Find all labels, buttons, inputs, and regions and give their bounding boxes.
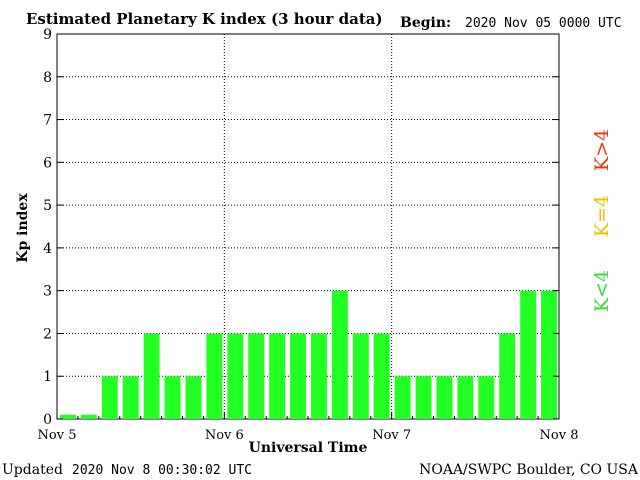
updated-value: 2020 Nov 8 00:30:02 UTC (72, 463, 252, 478)
chart-title: Estimated Planetary K index (3 hour data… (26, 10, 383, 28)
y-tick-label: 7 (43, 113, 52, 129)
kp-bar (290, 333, 306, 419)
plot-area (56, 33, 560, 420)
x-axis-label: Universal Time (249, 440, 368, 456)
grid-lines (57, 34, 559, 419)
y-axis-label: Kp index (15, 193, 31, 263)
kp-bar (122, 376, 139, 419)
kp-bar (80, 414, 97, 419)
kp-bar (60, 414, 76, 419)
kp-bar (478, 376, 495, 419)
kp-bar (352, 333, 369, 419)
begin-label: Begin: (400, 15, 451, 31)
y-tick-label: 0 (43, 412, 52, 428)
legend-k-equal-4: K=4 (591, 195, 613, 237)
x-tick-label: Nov 7 (372, 428, 411, 443)
kp-bar (373, 333, 390, 419)
y-tick-label: 6 (43, 155, 52, 171)
kp-bar (227, 333, 244, 419)
kp-bar (520, 290, 537, 419)
kp-bar (143, 333, 160, 419)
y-tick-label: 3 (43, 284, 52, 300)
kp-bars (60, 290, 557, 419)
kp-bar (541, 290, 557, 419)
x-tick-label: Nov 8 (540, 428, 579, 443)
kp-bar (436, 376, 453, 419)
kp-bar (185, 376, 202, 419)
x-tick-label: Nov 5 (38, 428, 77, 443)
kp-bar (248, 333, 265, 419)
y-tick-label: 5 (43, 198, 52, 214)
kp-bar (415, 376, 432, 419)
x-axis-ticks: Nov 5 Nov 6 Nov 7 Nov 8 (38, 412, 579, 443)
begin-value: 2020 Nov 05 0000 UTC (465, 16, 622, 31)
kp-bar (457, 376, 474, 419)
kp-bar (394, 376, 411, 419)
kp-bar (206, 333, 223, 419)
kp-bar (101, 376, 118, 419)
legend-k-greater-4: K>4 (591, 129, 613, 171)
kp-bar (311, 333, 327, 419)
y-axis-ticks: 0 1 2 3 4 5 6 7 8 9 (43, 27, 559, 428)
y-tick-label: 2 (43, 326, 52, 342)
y-tick-label: 4 (43, 241, 52, 257)
kp-bar (164, 376, 181, 419)
updated-label: Updated (2, 462, 63, 478)
credit-text: NOAA/SWPC Boulder, CO USA (419, 462, 639, 478)
y-tick-label: 8 (43, 70, 52, 86)
kp-bar (499, 333, 516, 419)
x-tick-label: Nov 6 (205, 428, 244, 443)
legend-k-less-4: K<4 (591, 270, 613, 312)
kp-bar (269, 333, 286, 419)
y-tick-label: 9 (43, 27, 52, 43)
kp-bar (331, 290, 348, 419)
y-tick-label: 1 (43, 369, 52, 385)
